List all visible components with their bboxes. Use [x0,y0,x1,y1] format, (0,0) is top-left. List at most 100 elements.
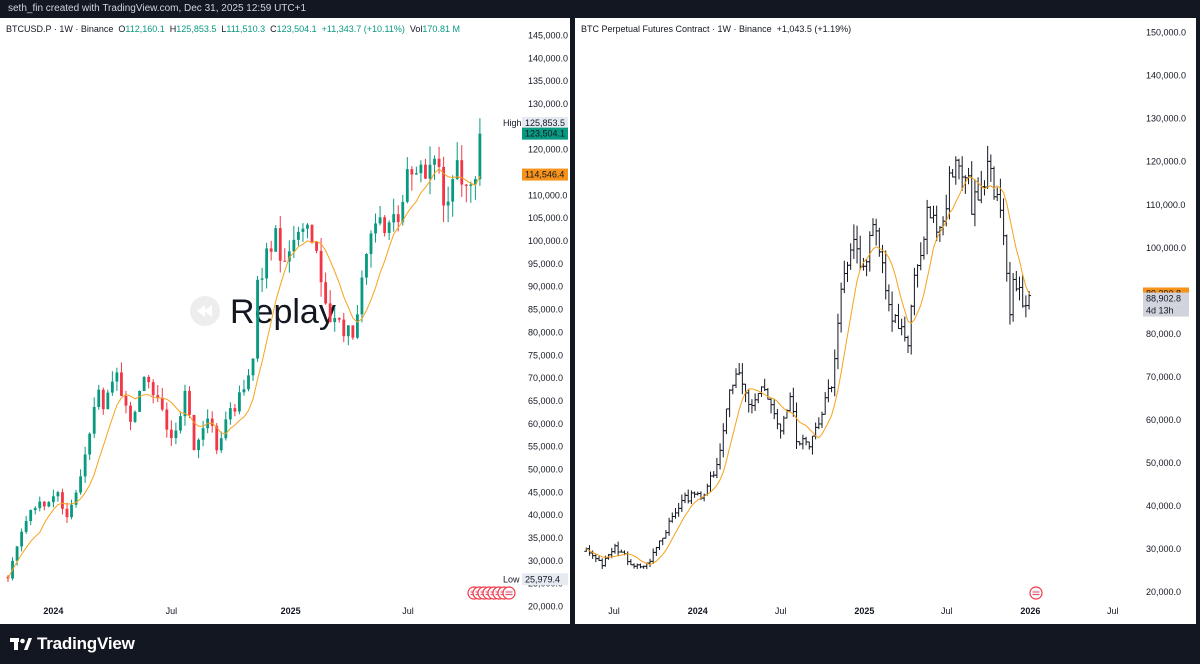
high-label: High [503,118,522,128]
y-tick-label: 20,000.0 [1146,587,1181,597]
moving-average-line [586,176,1030,565]
candle-body [215,425,219,451]
y-tick-label: 60,000.0 [528,419,563,429]
candle-body [56,492,60,497]
credit-text: seth_fin created with TradingView.com, D… [8,3,307,14]
candle-body [428,164,432,179]
moving-average-line [7,168,481,579]
candle-body [124,396,128,406]
y-tick-label: 105,000.0 [528,213,568,223]
candle-body [260,278,264,280]
candle-body [42,501,46,507]
candle-body [129,405,132,422]
economic-event-flag [505,590,513,596]
candle-body [120,372,123,397]
candle-body [306,224,309,229]
y-tick-label: 50,000.0 [1146,458,1181,468]
low-value-tag-bg [522,573,568,586]
open-value: 112,160.1 [125,24,165,34]
candle-body [310,224,314,242]
candle-body [233,408,237,412]
candle-body [360,277,364,315]
candle-body [460,160,464,185]
candle-body [351,325,355,338]
y-tick-label: 100,000.0 [1146,243,1186,253]
left-chart-panel[interactable]: BTCUSD.P · 1W · Binance O112,160.1 H125,… [0,18,570,624]
candle-body [337,317,341,320]
candle-body [451,179,455,202]
candle-body [464,184,468,186]
candle-body [414,173,418,175]
candle-body [410,169,414,175]
candle-body [15,546,19,561]
tradingview-logo[interactable]: TradingView [10,633,135,655]
candle-body [301,228,305,232]
candle-body [442,166,446,206]
candle-body [365,253,368,278]
candle-body [242,389,246,393]
candle-body [169,429,173,439]
candle-body [296,231,300,240]
candle-body [61,492,64,509]
candle-body [115,372,119,382]
candle-body [392,214,396,223]
ma-value-tag-bg [522,168,568,181]
x-tick-label: Jul [941,606,953,616]
candle-body [247,375,250,390]
low-label: Low [503,574,520,584]
candle-body [83,454,87,477]
candle-body [328,303,332,323]
candle-body [33,508,37,511]
candle-body [387,222,391,233]
right-chart-svg[interactable]: 20,000.0 30,000.0 40,000.0 50,000.0 60,000.0… [575,18,1196,624]
candle-body [433,158,436,165]
high-value-tag-bg [522,116,568,129]
candle-body [478,133,482,180]
vol-label: Vol [409,24,423,34]
y-tick-label: 70,000.0 [528,373,563,383]
y-tick-label: 45,000.0 [528,487,563,497]
candle-body [79,476,83,493]
x-tick-label: Jul [608,606,620,616]
candle-body [251,358,255,376]
candle-body [133,411,137,422]
candle-body [355,314,359,338]
tradingview-wordmark: TradingView [37,634,135,653]
candle-body [74,492,78,505]
right-change: +1,043.5 (+1.19%) [776,24,852,34]
y-tick-label: 130,000.0 [1146,114,1186,124]
candle-body [274,228,278,252]
footer-bar: TradingView [0,624,1200,664]
tradingview-logo-icon [10,636,32,652]
y-tick-label: 130,000.0 [528,99,568,109]
candle-body [419,164,423,174]
candle-body [455,160,459,180]
y-tick-label: 55,000.0 [528,442,563,452]
last-price-tag: 88,902.8 [1146,294,1181,304]
close-label: C [270,24,277,34]
x-tick-label: 2026 [1020,606,1040,616]
y-tick-label: 120,000.0 [528,145,568,155]
left-chart-svg[interactable]: Replay20,000.025,000.030,000.035,000.040… [0,18,570,624]
y-tick-label: 70,000.0 [1146,372,1181,382]
replay-watermark-icon-arrow-2 [204,305,212,317]
candle-body [369,233,373,254]
candle-body [333,317,337,323]
close-value: 123,504.1 [276,24,317,34]
left-legend: BTCUSD.P · 1W · Binance O112,160.1 H125,… [6,24,460,34]
candle-body [374,223,377,234]
change-value: +11,343.7 (+10.11%) [321,24,405,34]
right-legend: BTC Perpetual Futures Contract · 1W · Bi… [581,24,851,34]
bar-countdown-tag-bg [1143,304,1189,317]
y-tick-label: 145,000.0 [528,30,568,40]
replay-watermark-text: Replay [230,293,336,331]
candle-body [378,217,382,224]
y-tick-label: 95,000.0 [528,259,563,269]
right-chart-panel[interactable]: BTC Perpetual Futures Contract · 1W · Bi… [575,18,1196,624]
candle-body [138,391,141,412]
candle-body [383,217,387,233]
candle-body [197,439,200,451]
x-tick-label: Jul [402,606,414,616]
y-tick-label: 50,000.0 [528,465,563,475]
last-price-tag-bg [522,127,568,140]
